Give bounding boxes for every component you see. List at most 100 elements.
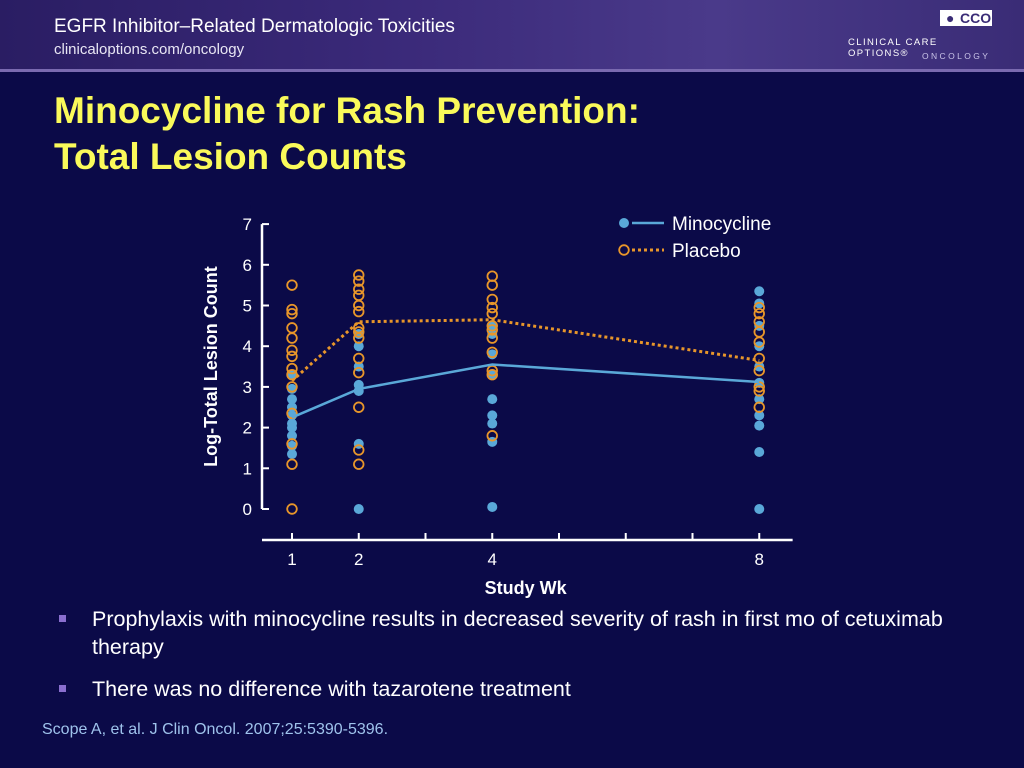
y-tick-label: 7: [243, 215, 252, 234]
data-point-minocycline: [754, 504, 765, 514]
bullet-marker-icon: [59, 685, 66, 692]
legend-marker-minocycline: [619, 218, 629, 228]
data-point-placebo: [286, 503, 298, 515]
data-point-placebo: [286, 381, 298, 393]
slide-title-line1: Minocycline for Rash Prevention:: [54, 90, 640, 131]
legend-marker-placebo: [618, 244, 630, 256]
data-point-placebo: [753, 307, 765, 320]
bullet-item: There was no difference with tazarotene …: [58, 675, 988, 703]
data-point-minocycline: [487, 410, 498, 421]
data-point-minocycline: [754, 394, 765, 405]
mean-line-placebo: [291, 318, 760, 382]
header-title: EGFR Inhibitor–Related Dermatologic Toxi…: [54, 16, 455, 37]
data-point-placebo: [353, 401, 365, 413]
bullet-item: Prophylaxis with minocycline results in …: [58, 605, 988, 661]
x-tick-label: 4: [488, 550, 497, 569]
data-point-placebo: [753, 301, 765, 314]
slide-title: Minocycline for Rash Prevention: Total L…: [54, 88, 640, 180]
data-point-placebo: [286, 344, 298, 356]
data-point-minocycline: [287, 418, 297, 429]
y-tick-label: 0: [243, 500, 252, 519]
data-point-placebo: [486, 301, 498, 314]
data-point-placebo: [286, 407, 298, 420]
data-point-minocycline: [353, 341, 364, 352]
data-point-minocycline: [487, 501, 498, 512]
data-point-placebo: [286, 322, 298, 334]
data-point-placebo: [486, 364, 498, 377]
y-tick-label: 2: [243, 419, 252, 438]
data-point-placebo: [486, 368, 498, 381]
data-point-minocycline: [287, 394, 297, 405]
data-point-minocycline: [287, 430, 297, 441]
header-divider: [0, 69, 1024, 72]
x-tick-label: 2: [354, 550, 363, 569]
bullet-text: There was no difference with tazarotene …: [92, 677, 571, 701]
bullet-marker-icon: [59, 615, 66, 622]
data-point-minocycline: [754, 447, 765, 458]
y-tick-label: 6: [243, 256, 252, 275]
logo-line2: ONCOLOGY: [922, 51, 991, 61]
x-tick-label: 8: [755, 550, 764, 569]
data-point-placebo: [753, 381, 765, 393]
header-url: clinicaloptions.com/oncology: [54, 41, 245, 58]
y-tick-label: 3: [243, 378, 252, 397]
data-point-placebo: [486, 346, 498, 359]
bullet-list: Prophylaxis with minocycline results in …: [58, 605, 988, 717]
data-point-placebo: [353, 322, 365, 334]
data-point-placebo: [486, 270, 498, 282]
data-point-minocycline: [287, 449, 297, 460]
data-point-minocycline: [754, 410, 765, 421]
data-point-placebo: [353, 458, 365, 470]
y-axis-label: Log-Total Lesion Count: [201, 266, 221, 467]
data-point-placebo: [353, 299, 365, 312]
data-point-minocycline: [487, 394, 498, 405]
y-tick-label: 1: [243, 459, 252, 478]
data-point-placebo: [353, 444, 365, 456]
cco-logo-mark: ● CCO: [940, 10, 992, 26]
data-point-placebo: [286, 458, 298, 470]
legend-label-minocycline: Minocycline: [672, 214, 771, 235]
slide-title-line2: Total Lesion Counts: [54, 136, 407, 177]
data-point-placebo: [286, 307, 298, 320]
data-point-placebo: [286, 279, 298, 291]
data-point-placebo: [286, 303, 298, 316]
x-tick-label: 1: [287, 550, 296, 569]
data-point-minocycline: [487, 418, 498, 429]
header-bar: EGFR Inhibitor–Related Dermatologic Toxi…: [0, 0, 1024, 72]
data-point-placebo: [486, 430, 498, 442]
data-point-placebo: [286, 332, 298, 344]
data-point-placebo: [353, 326, 365, 338]
data-point-minocycline: [353, 504, 364, 514]
data-point-placebo: [286, 362, 298, 375]
data-point-placebo: [353, 305, 365, 318]
bullet-text: Prophylaxis with minocycline results in …: [92, 607, 943, 659]
data-point-placebo: [753, 385, 765, 397]
data-point-placebo: [353, 352, 365, 365]
data-point-placebo: [753, 364, 765, 377]
data-point-placebo: [486, 324, 498, 336]
logo-line1: CLINICAL CARE OPTIONS®: [848, 37, 938, 59]
data-point-placebo: [353, 289, 365, 302]
data-point-minocycline: [754, 420, 765, 431]
data-point-placebo: [286, 438, 298, 450]
cco-logo-c1: ●: [946, 10, 955, 26]
data-point-placebo: [353, 269, 365, 281]
data-point-placebo: [353, 366, 365, 379]
data-point-placebo: [353, 275, 365, 287]
legend-label-placebo: Placebo: [672, 241, 741, 262]
data-point-placebo: [286, 350, 298, 363]
mean-line-minocycline: [291, 363, 760, 419]
y-tick-label: 4: [243, 337, 252, 356]
cco-logo-letters: CCO: [960, 10, 992, 26]
data-point-placebo: [753, 316, 765, 328]
data-point-minocycline: [754, 286, 765, 297]
data-point-placebo: [486, 293, 498, 306]
data-point-placebo: [486, 332, 498, 344]
x-axis-label: Study Wk: [485, 578, 568, 598]
citation: Scope A, et al. J Clin Oncol. 2007;25:53…: [42, 721, 389, 738]
data-point-placebo: [353, 283, 365, 295]
data-point-placebo: [753, 401, 765, 413]
cco-logo: ● CCO CLINICAL CARE OPTIONS® ONCOLOGY: [840, 10, 1000, 65]
y-tick-label: 5: [243, 297, 252, 316]
